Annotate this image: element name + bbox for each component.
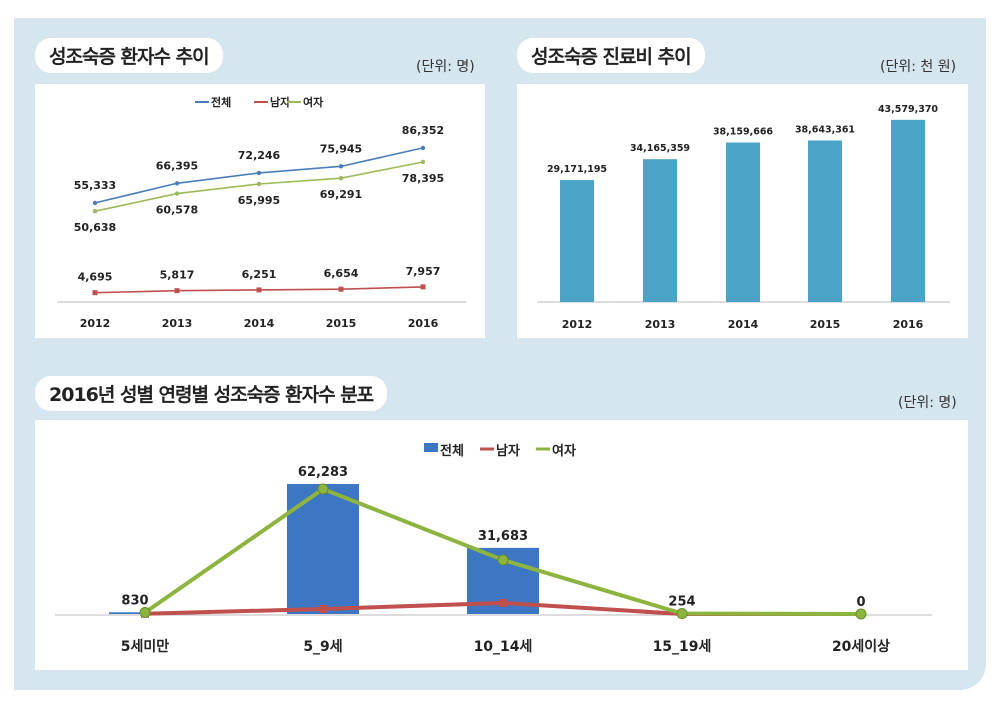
chart1-data-label: 55,333 xyxy=(74,179,116,192)
chart3-point xyxy=(676,608,688,620)
chart1-data-label: 6,654 xyxy=(324,267,359,280)
chart1-point xyxy=(420,284,426,290)
chart3-legend-label: 남자 xyxy=(496,443,520,459)
chart2-unit: (단위: 천 원) xyxy=(880,59,957,75)
chart2-data-label: 34,165,359 xyxy=(630,143,690,154)
chart1-point xyxy=(92,290,98,296)
chart3-x-tick: 5세미만 xyxy=(121,639,170,655)
chart1-data-label: 66,395 xyxy=(156,159,198,172)
chart1-data-label: 4,695 xyxy=(78,271,113,284)
chart2-bar xyxy=(560,180,594,302)
chart1-data-label: 50,638 xyxy=(74,221,116,234)
chart1-point xyxy=(338,286,344,292)
chart1-point xyxy=(256,181,262,187)
chart1-title: 성조숙증 환자수 추이 xyxy=(35,38,223,73)
chart1-x-tick: 2012 xyxy=(80,317,111,330)
chart3-point xyxy=(497,554,509,566)
chart3-data-label: 62,283 xyxy=(298,465,348,480)
chart1-point xyxy=(174,288,180,294)
chart2-data-label: 43,579,370 xyxy=(878,104,938,115)
chart1-x-tick: 2015 xyxy=(326,317,357,330)
chart1-legend-label: 여자 xyxy=(303,95,324,109)
chart2-x-tick: 2015 xyxy=(810,318,841,331)
chart3-point xyxy=(319,604,327,613)
chart1-data-label: 72,246 xyxy=(238,149,281,162)
chart1-data-label: 60,578 xyxy=(156,204,198,217)
chart2-x-tick: 2014 xyxy=(728,318,759,331)
chart1-point xyxy=(174,181,180,186)
chart2-data-label: 29,171,195 xyxy=(547,164,607,175)
chart3-x-tick: 10_14세 xyxy=(474,639,533,655)
chart1-x-tick: 2014 xyxy=(244,317,275,330)
chart2-bar xyxy=(808,140,842,302)
chart1-point xyxy=(92,200,98,206)
chart2-bar xyxy=(891,119,925,303)
chart3-point xyxy=(139,607,151,619)
chart2-data-label: 38,643,361 xyxy=(795,124,855,135)
chart1-x-tick: 2013 xyxy=(162,317,193,330)
chart3-point xyxy=(855,608,867,620)
chart1-data-label: 78,395 xyxy=(402,172,444,185)
chart1-panel xyxy=(35,84,485,338)
chart2-bar xyxy=(643,159,677,302)
chart1-legend-label: 남자 xyxy=(270,95,291,109)
chart1-point xyxy=(174,191,180,196)
chart1-point xyxy=(338,164,344,169)
chart2-bar xyxy=(726,142,760,302)
chart1-point xyxy=(256,287,262,293)
chart3-legend-label: 여자 xyxy=(552,443,576,459)
chart3-unit: (단위: 명) xyxy=(898,395,957,411)
chart2-title: 성조숙증 진료비 추이 xyxy=(517,38,705,73)
chart1-point xyxy=(420,159,426,165)
chart3-panel xyxy=(35,420,968,670)
chart1-data-label: 6,251 xyxy=(242,268,277,281)
chart3-point xyxy=(499,598,507,607)
chart1-point xyxy=(92,209,98,214)
chart1-data-label: 69,291 xyxy=(320,188,362,201)
chart1-data-label: 7,957 xyxy=(406,265,441,278)
chart1-data-label: 5,817 xyxy=(160,269,195,282)
chart3-bar xyxy=(287,484,359,614)
chart2-x-tick: 2012 xyxy=(562,318,593,331)
chart3-x-tick: 15_19세 xyxy=(653,639,712,655)
chart2-x-tick: 2016 xyxy=(893,318,924,331)
chart3-data-label: 254 xyxy=(668,594,695,609)
chart1-data-label: 86,352 xyxy=(402,124,444,137)
chart3-data-label: 830 xyxy=(121,593,148,608)
chart3-legend-marker xyxy=(424,443,438,452)
chart3-data-label: 0 xyxy=(856,595,865,610)
chart1-point xyxy=(256,170,262,176)
chart1-legend-label: 전체 xyxy=(211,95,231,109)
chart3-title: 2016년 성별 연령별 성조숙증 환자수 분포 xyxy=(35,376,388,411)
chart1-point xyxy=(420,145,426,151)
chart3-legend-label: 전체 xyxy=(440,443,464,459)
chart1-x-tick: 2016 xyxy=(408,317,439,330)
chart3-x-tick: 20세이상 xyxy=(832,638,890,655)
chart1-data-label: 65,995 xyxy=(238,194,280,207)
chart1-unit: (단위: 명) xyxy=(416,59,475,75)
chart3-point xyxy=(317,483,329,495)
chart3-data-label: 31,683 xyxy=(478,529,528,544)
chart1-data-label: 75,945 xyxy=(320,142,362,155)
chart2-data-label: 38,159,666 xyxy=(713,126,773,137)
chart2-x-tick: 2013 xyxy=(645,318,676,331)
chart3-x-tick: 5_9세 xyxy=(303,639,342,655)
chart1-point xyxy=(338,175,344,181)
